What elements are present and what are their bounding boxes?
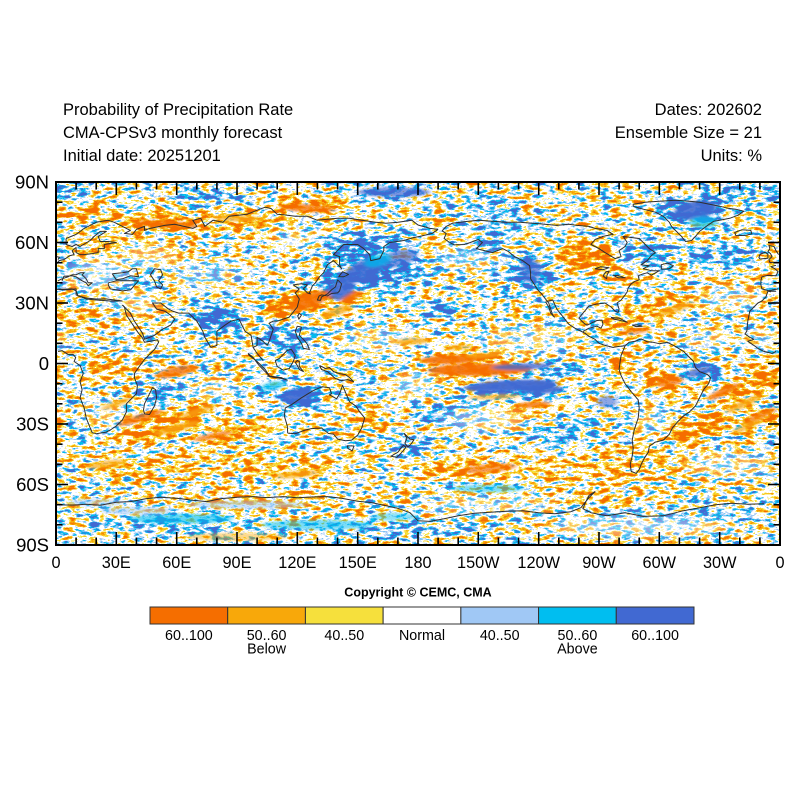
svg-text:90E: 90E: [223, 554, 252, 572]
svg-text:60W: 60W: [643, 554, 677, 572]
svg-text:Copyright © CEMC, CMA: Copyright © CEMC, CMA: [344, 586, 491, 600]
svg-text:120W: 120W: [517, 554, 560, 572]
svg-text:180: 180: [404, 554, 431, 572]
svg-text:150W: 150W: [457, 554, 500, 572]
svg-text:90W: 90W: [582, 554, 616, 572]
svg-text:50..60: 50..60: [247, 628, 287, 644]
svg-text:0: 0: [39, 353, 49, 374]
svg-text:0: 0: [775, 554, 784, 572]
svg-text:40..50: 40..50: [480, 628, 520, 644]
svg-text:150E: 150E: [339, 554, 377, 572]
svg-text:60N: 60N: [15, 232, 49, 253]
svg-text:0: 0: [51, 554, 60, 572]
svg-text:30S: 30S: [16, 414, 49, 435]
svg-text:50..60: 50..60: [558, 628, 598, 644]
svg-text:30E: 30E: [102, 554, 131, 572]
svg-text:120E: 120E: [278, 554, 316, 572]
svg-text:60E: 60E: [162, 554, 191, 572]
svg-text:40..50: 40..50: [324, 628, 364, 644]
svg-text:30W: 30W: [703, 554, 737, 572]
svg-text:60..100: 60..100: [165, 628, 213, 644]
svg-text:Above: Above: [557, 642, 598, 658]
svg-text:60S: 60S: [16, 474, 49, 495]
svg-text:Normal: Normal: [399, 628, 445, 644]
svg-text:90S: 90S: [16, 535, 49, 556]
svg-text:Below: Below: [247, 642, 287, 658]
svg-text:60..100: 60..100: [631, 628, 679, 644]
svg-text:30N: 30N: [15, 293, 49, 314]
svg-text:90N: 90N: [15, 172, 49, 193]
